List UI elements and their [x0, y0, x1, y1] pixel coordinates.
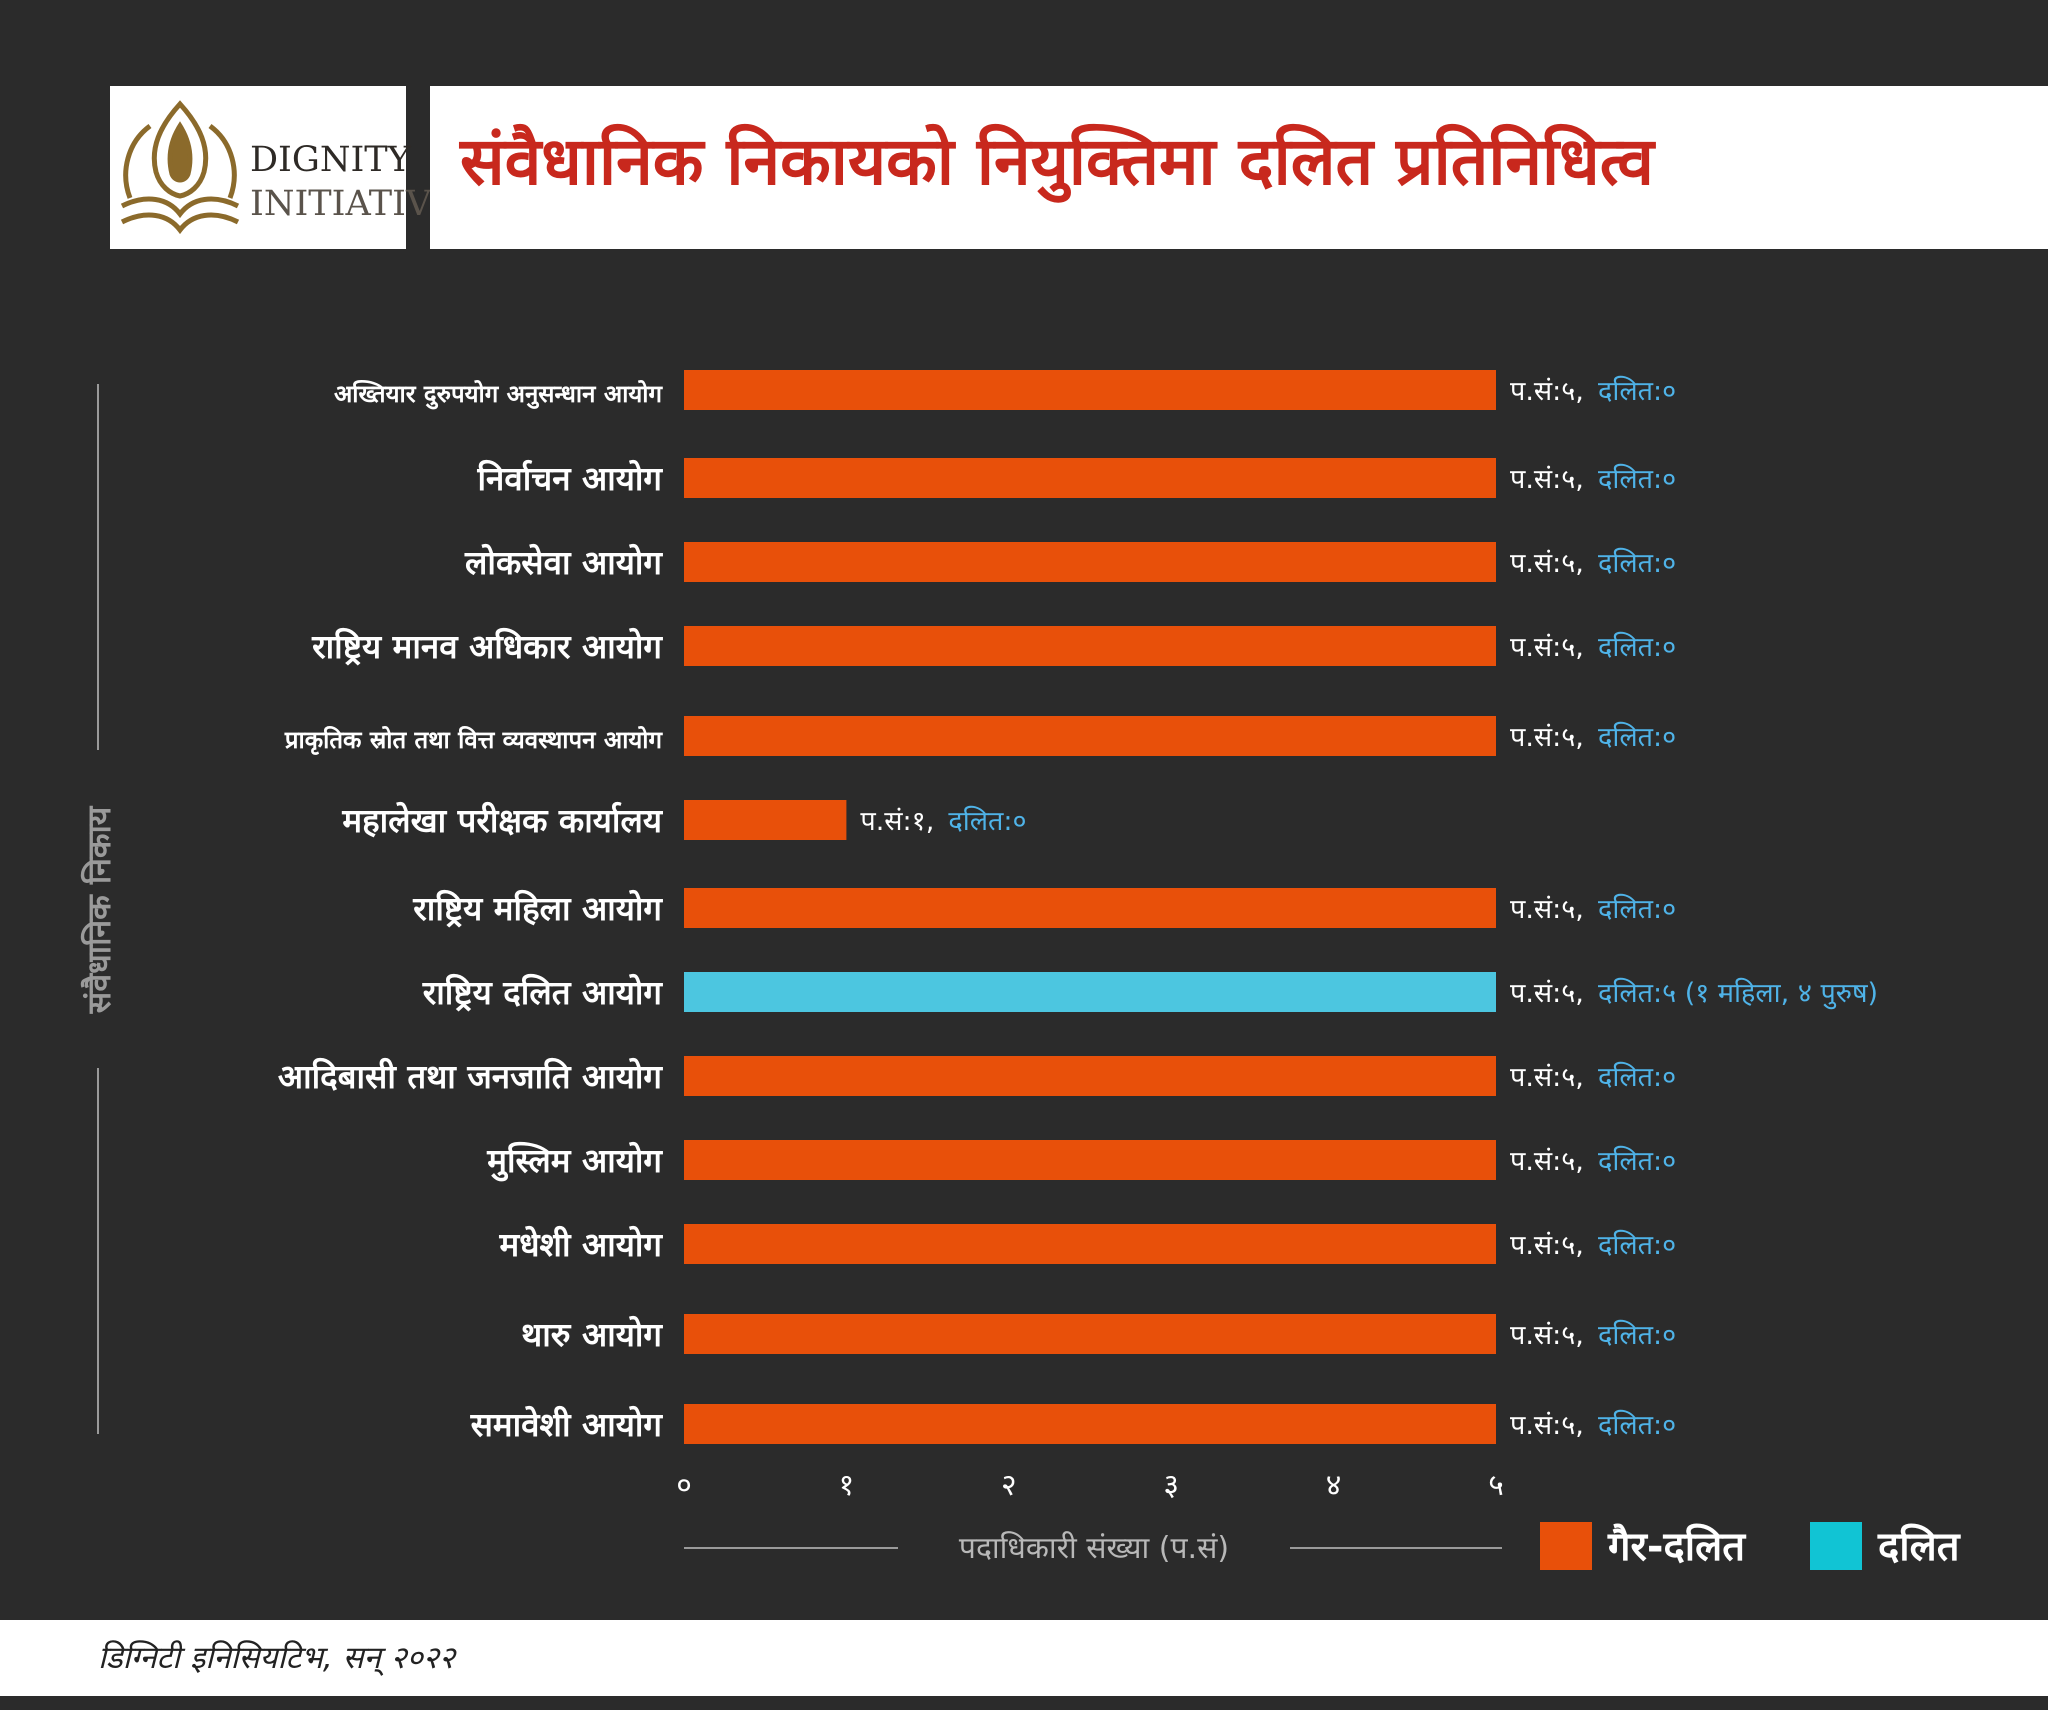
bar-non-dalit [684, 370, 1496, 410]
bar-non-dalit [684, 888, 1496, 928]
source-credit: डिग्निटी इनिसियटिभ, सन् २०२२ [98, 1640, 456, 1676]
total-annotation: प.सं:५, [1510, 1320, 1584, 1351]
total-annotation: प.सं:१, [860, 806, 934, 837]
x-tick-label: १ [839, 1468, 855, 1503]
legend-label-dalit: दलित [1877, 1523, 1961, 1570]
category-label: राष्ट्रिय मानव अधिकार आयोग [311, 627, 663, 666]
bar-non-dalit [684, 716, 1496, 756]
category-label: महालेखा परीक्षक कार्यालय [341, 801, 663, 840]
total-annotation: प.सं:५, [1510, 1410, 1584, 1441]
total-annotation: प.सं:५, [1510, 978, 1584, 1009]
x-tick-label: ० [676, 1468, 692, 1503]
legend-label-non-dalit: गैर-दलित [1607, 1523, 1746, 1570]
category-label: राष्ट्रिय महिला आयोग [412, 889, 663, 928]
x-tick-label: ३ [1163, 1468, 1179, 1503]
dalit-annotation: दलित:० [1598, 1229, 1676, 1261]
total-annotation: प.सं:५, [1510, 1230, 1584, 1261]
bar-non-dalit [684, 1224, 1496, 1264]
logo-line1: DIGNITY [250, 140, 411, 180]
logo-wordmark: DIGNITY INITIATIVE [250, 138, 457, 226]
total-annotation: प.सं:५, [1510, 1146, 1584, 1177]
flame-book-icon [120, 100, 240, 235]
footer: डिग्निटी इनिसियटिभ, सन् २०२२ [0, 1620, 2048, 1696]
category-label: लोकसेवा आयोग [464, 543, 663, 582]
total-annotation: प.सं:५, [1510, 1062, 1584, 1093]
total-annotation: प.सं:५, [1510, 548, 1584, 579]
category-label: निर्वाचन आयोग [476, 459, 663, 498]
bar-non-dalit [684, 800, 847, 840]
category-label: मधेशी आयोग [499, 1225, 664, 1264]
total-annotation: प.सं:५, [1510, 894, 1584, 925]
logo-line2: INITIATIVE [250, 184, 457, 224]
dalit-annotation: दलित:० [1598, 1319, 1676, 1351]
legend-swatch-non-dalit [1540, 1522, 1592, 1570]
bar-non-dalit [684, 542, 1496, 582]
y-axis-title: संवैधानिक निकाय [80, 805, 118, 1014]
x-tick-label: ४ [1326, 1468, 1342, 1503]
category-label: राष्ट्रिय दलित आयोग [422, 973, 664, 1012]
total-annotation: प.सं:५, [1510, 376, 1584, 407]
dalit-annotation: दलित:० [1598, 1145, 1676, 1177]
dalit-annotation: दलित:० [1598, 375, 1676, 407]
x-tick-label: ५ [1488, 1468, 1504, 1503]
bar-chart: अख्तियार दुरुपयोग अनुसन्धान आयोग प.सं:५, द… [80, 370, 1961, 1570]
bar-non-dalit [684, 1140, 1496, 1180]
dalit-annotation: दलित:० [948, 805, 1026, 837]
dalit-annotation: दलित:० [1598, 631, 1676, 663]
bottom-strip [0, 1696, 2048, 1710]
category-label: प्राकृतिक स्रोत तथा वित्त व्यवस्थापन आयो… [284, 726, 664, 755]
total-annotation: प.सं:५, [1510, 464, 1584, 495]
total-annotation: प.सं:५, [1510, 632, 1584, 663]
total-annotation: प.सं:५, [1510, 722, 1584, 753]
dalit-annotation: दलित:५ (१ महिला, ४ पुरुष) [1598, 977, 1878, 1010]
category-label: समावेशी आयोग [470, 1405, 664, 1444]
dalit-annotation: दलित:० [1598, 1409, 1676, 1441]
page-title: संवैधानिक निकायको नियुक्तिमा दलित प्रतिन… [460, 123, 1654, 200]
category-label: अख्तियार दुरुपयोग अनुसन्धान आयोग [334, 380, 664, 410]
x-axis-title: पदाधिकारी संख्या (प.सं) [959, 1531, 1229, 1566]
bar-non-dalit [684, 1314, 1496, 1354]
category-label: मुस्लिम आयोग [486, 1141, 663, 1182]
bar-non-dalit [684, 626, 1496, 666]
category-label: आदिबासी तथा जनजाति आयोग [278, 1057, 664, 1096]
bar-dalit [684, 972, 1496, 1012]
dalit-annotation: दलित:० [1598, 721, 1676, 753]
title-banner: संवैधानिक निकायको नियुक्तिमा दलित प्रतिन… [430, 86, 2048, 249]
x-tick-label: २ [1001, 1468, 1017, 1503]
logo: DIGNITY INITIATIVE [110, 86, 457, 249]
dalit-annotation: दलित:० [1598, 893, 1676, 925]
dalit-annotation: दलित:० [1598, 547, 1676, 579]
bar-non-dalit [684, 458, 1496, 498]
category-label: थारु आयोग [521, 1315, 663, 1354]
dalit-annotation: दलित:० [1598, 463, 1676, 495]
bar-non-dalit [684, 1056, 1496, 1096]
bar-non-dalit [684, 1404, 1496, 1444]
legend-swatch-dalit [1810, 1522, 1862, 1570]
dalit-annotation: दलित:० [1598, 1061, 1676, 1093]
